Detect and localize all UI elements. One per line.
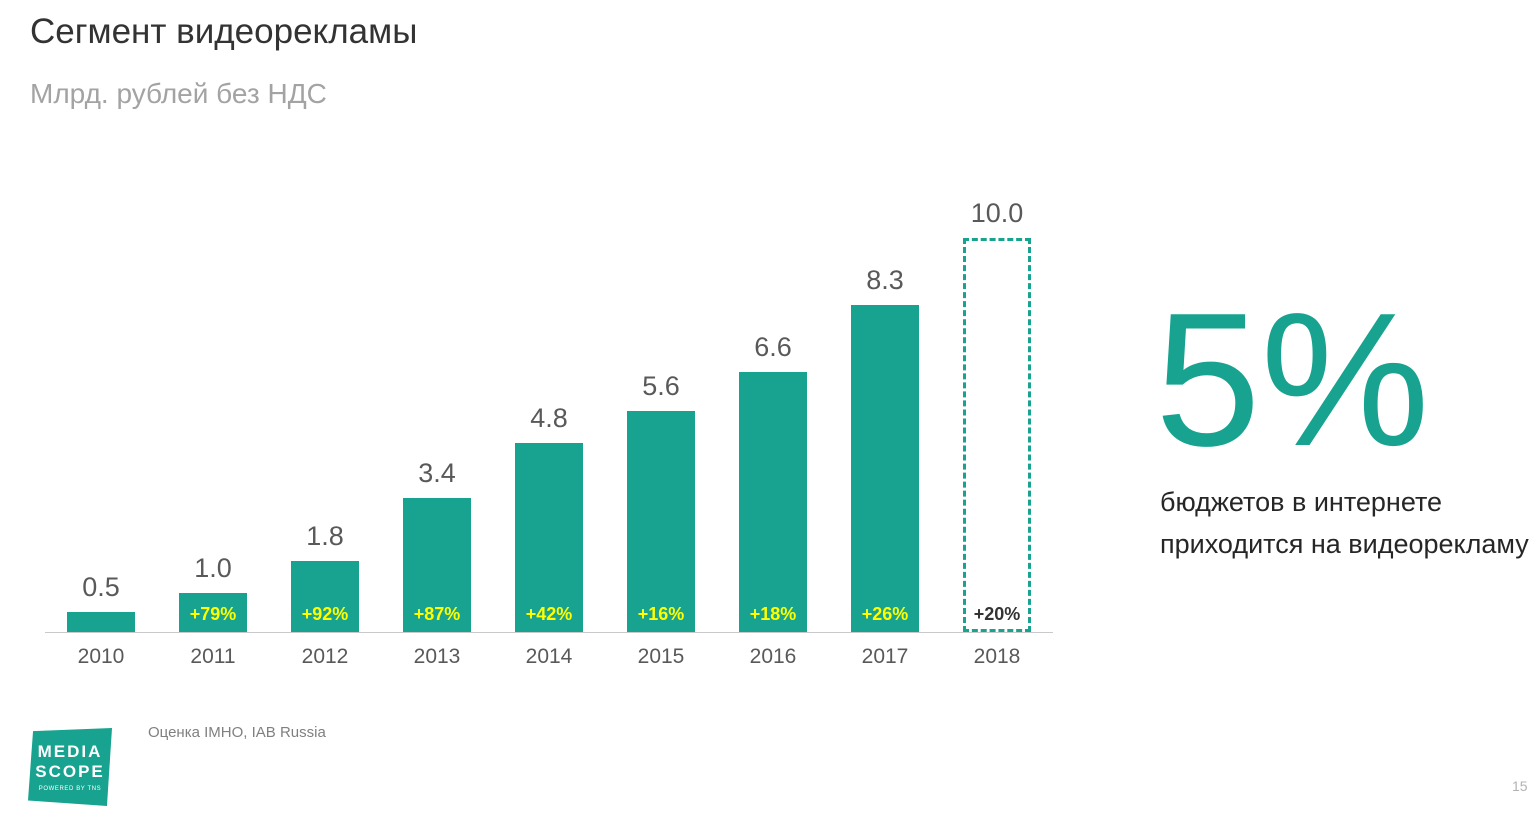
mediascope-logo: MEDIA SCOPE POWERED BY TNS [28, 728, 112, 806]
bar-value-label-2011: 1.0 [194, 553, 232, 583]
growth-label-2012: +92% [301, 604, 349, 624]
bar-2015 [627, 411, 695, 632]
x-axis-label-2016: 2016 [749, 645, 797, 668]
page-title: Сегмент видеорекламы [30, 12, 418, 51]
bar-2016 [739, 372, 807, 632]
x-axis-label-2012: 2012 [301, 645, 349, 668]
bar-2017 [851, 305, 919, 632]
bar-group-2018: 10.0 +20% [941, 170, 1053, 632]
x-axis-label-2014: 2014 [525, 645, 573, 668]
bar-forecast-2018 [963, 238, 1031, 632]
highlight-description-line1: бюджетов в интернете [1160, 487, 1443, 517]
x-axis-label-2018: 2018 [973, 645, 1021, 668]
bar-group-2016: 6.6 +18% [717, 170, 829, 632]
growth-label-2014: +42% [525, 604, 573, 624]
bar-2010 [67, 612, 135, 632]
growth-label-2013: +87% [413, 604, 461, 624]
x-axis-label-2017: 2017 [861, 645, 909, 668]
bar-value-label-2016: 6.6 [754, 332, 792, 362]
growth-label-2011: +79% [189, 604, 237, 624]
x-axis-labels: 2010 2011 2012 2013 2014 2015 2016 2017 2018 [45, 645, 1053, 669]
bar-value-label-2010: 0.5 [82, 572, 120, 602]
bar-2012 [291, 561, 359, 632]
source-note: Оценка IMHO, IAB Russia [148, 724, 326, 741]
page-number: 15 [1512, 778, 1528, 794]
bar-group-2010: 0.5 [45, 170, 157, 632]
logo-text-scope: SCOPE [35, 762, 105, 781]
growth-label-2017: +26% [861, 604, 909, 624]
bar-value-label-2018: 10.0 [970, 198, 1024, 228]
highlight-stat: 5% [1155, 274, 1430, 486]
x-axis-label-2010: 2010 [77, 645, 125, 668]
highlight-description-line2: приходится на видеорекламу [1160, 528, 1529, 559]
x-axis-label-2011: 2011 [190, 645, 236, 668]
bar-value-label-2013: 3.4 [418, 458, 456, 488]
growth-label-2018: +20% [973, 604, 1021, 624]
bar-value-label-2014: 4.8 [530, 403, 568, 433]
x-axis-label-2013: 2013 [413, 645, 461, 668]
bar-group-2012: 1.8 +92% [269, 170, 381, 632]
highlight-description: бюджетов в интернете приходится на видео… [1160, 482, 1529, 566]
mediascope-logo-shape: MEDIA SCOPE POWERED BY TNS [28, 728, 112, 806]
bar-group-2011: 1.0 +79% [157, 170, 269, 632]
bar-group-2014: 4.8 +42% [493, 170, 605, 632]
bar-group-2017: 8.3 +26% [829, 170, 941, 632]
x-axis-label-2015: 2015 [637, 645, 685, 668]
bar-2011 [179, 593, 247, 632]
growth-label-2016: +18% [749, 604, 797, 624]
bar-chart-plot-area: 0.5 1.0 +79% 1.8 +92% 3.4 +87% 4.8 +42% 5.6 +16% 6.… [45, 170, 1053, 633]
growth-label-2015: +16% [637, 604, 685, 624]
bar-value-label-2012: 1.8 [306, 521, 344, 551]
bar-2014 [515, 443, 583, 632]
bar-value-label-2017: 8.3 [866, 265, 904, 295]
bar-group-2013: 3.4 +87% [381, 170, 493, 632]
bar-group-2015: 5.6 +16% [605, 170, 717, 632]
bar-value-label-2015: 5.6 [642, 371, 680, 401]
logo-text-media: MEDIA [37, 742, 103, 762]
logo-text-powered-by-tns: POWERED BY TNS [38, 785, 102, 792]
page-subtitle: Млрд. рублей без НДС [30, 78, 327, 109]
bar-2013 [403, 498, 471, 632]
